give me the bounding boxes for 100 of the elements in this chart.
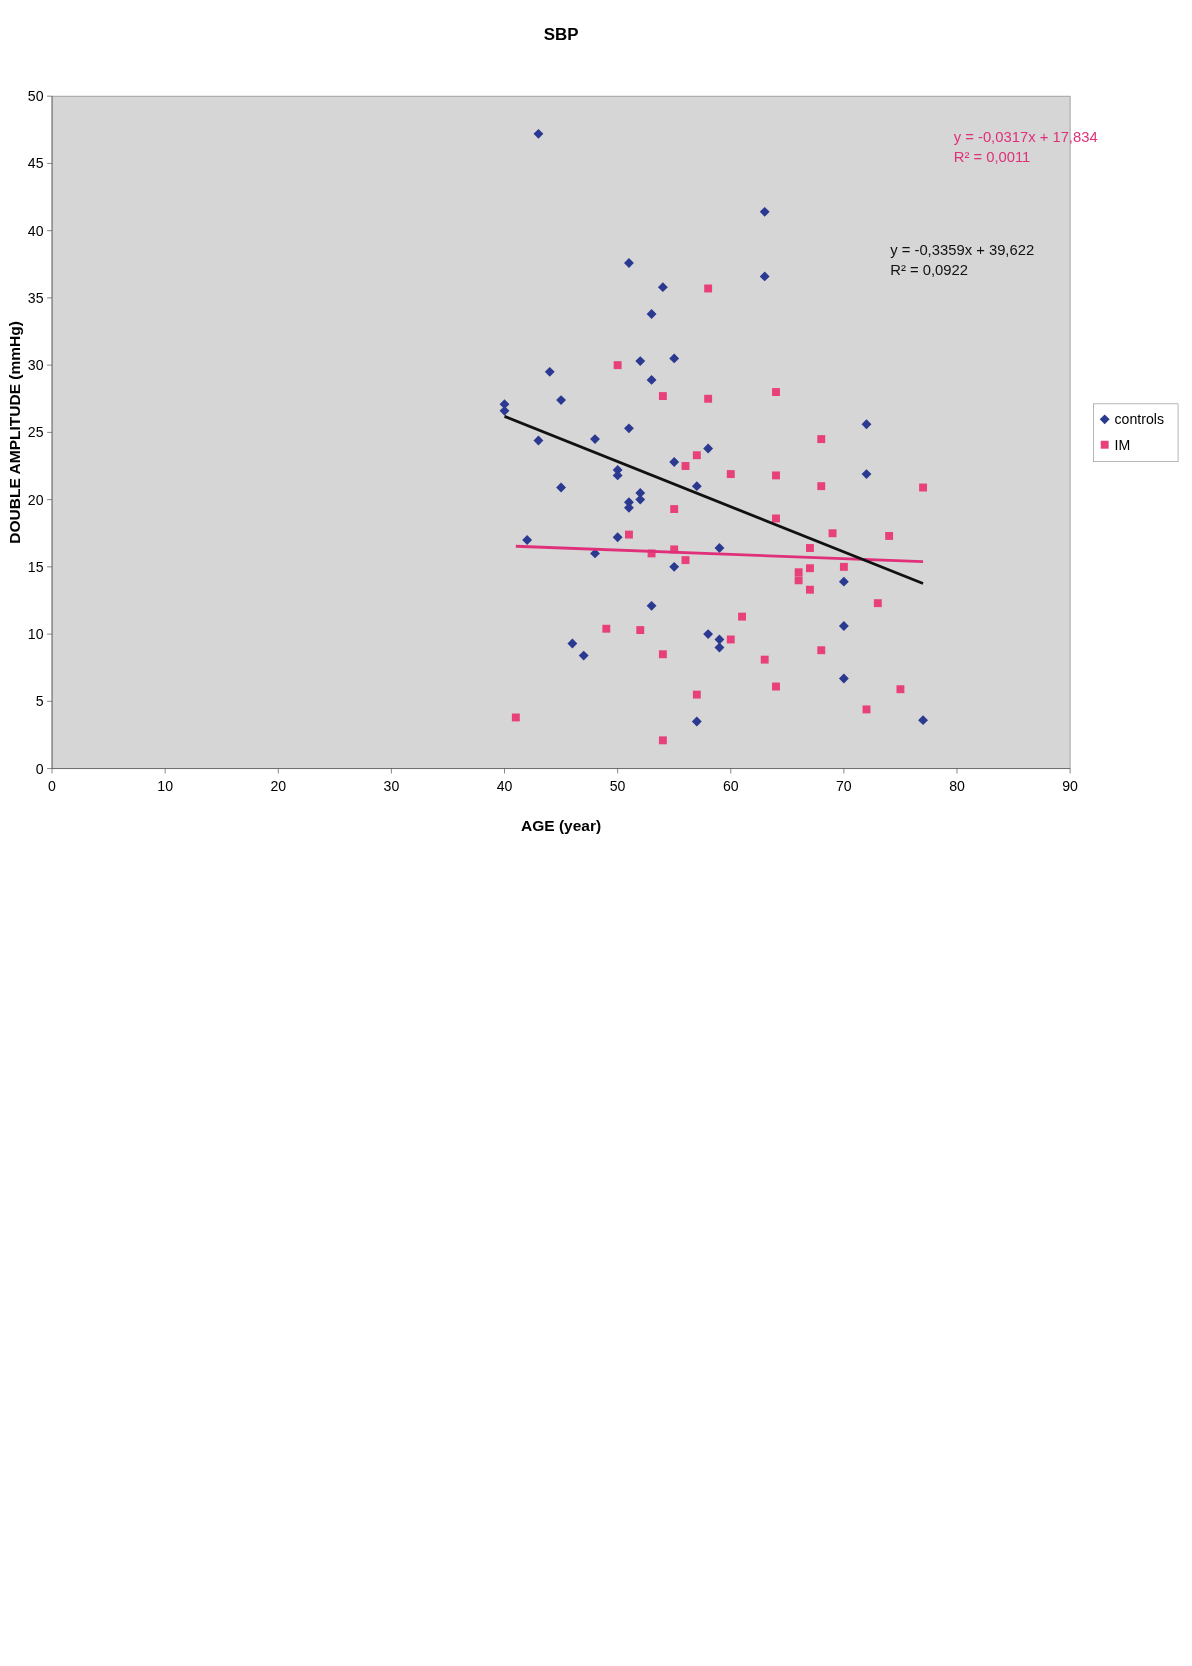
point [657, 282, 668, 293]
annotation: R² = 0,0922 [890, 261, 968, 278]
x-tick-label: 20 [270, 778, 287, 795]
y-tick-label: 20 [27, 491, 44, 508]
point [838, 576, 849, 587]
point [714, 642, 725, 653]
point [636, 626, 645, 635]
annotation: y = -0,0317x + 17,834 [953, 129, 1098, 146]
x-tick-label: 30 [383, 778, 400, 795]
point [726, 470, 735, 479]
point [919, 483, 928, 492]
x-tick-label: 40 [496, 778, 513, 795]
point [794, 568, 803, 577]
point [861, 419, 872, 430]
point [772, 388, 780, 396]
point [714, 634, 725, 645]
legend-label: IM [1114, 436, 1131, 453]
point [635, 356, 646, 367]
point [772, 471, 780, 480]
y-tick-label: 10 [27, 626, 44, 643]
point [703, 629, 714, 640]
point [646, 375, 657, 385]
point [873, 599, 882, 608]
point [624, 258, 634, 268]
point [646, 309, 657, 319]
point [612, 532, 623, 543]
point [590, 434, 600, 445]
y-tick-label: 30 [27, 357, 44, 374]
point [862, 705, 871, 714]
point [681, 462, 690, 470]
point [567, 638, 578, 649]
point [669, 457, 680, 467]
x-tick-label: 70 [836, 778, 852, 795]
y-axis-title: DOUBLE AMPLITUDE (mmHg) [6, 321, 24, 544]
point [670, 505, 679, 513]
point [624, 423, 634, 434]
x-tick-label: 50 [609, 778, 626, 795]
point [703, 443, 714, 454]
x-tick-label: 10 [157, 778, 174, 795]
annotation: R² = 0,0011 [953, 148, 1031, 165]
point [692, 690, 701, 699]
point [885, 531, 894, 540]
point [556, 482, 567, 493]
point [704, 394, 713, 403]
point [578, 650, 589, 661]
point [838, 673, 849, 684]
point [918, 715, 928, 726]
point [772, 514, 780, 523]
point [544, 366, 555, 377]
point [658, 392, 667, 401]
point [772, 682, 780, 691]
point [691, 716, 702, 727]
point [760, 655, 769, 664]
point [613, 361, 622, 370]
y-tick-label: 50 [27, 88, 44, 105]
x-axis-title: AGE (year) [520, 816, 602, 834]
point [635, 487, 646, 498]
point [726, 635, 735, 644]
y-tick-label: 40 [27, 222, 44, 239]
point [625, 530, 633, 539]
x-tick-label: 0 [48, 778, 57, 795]
x-tick-label: 80 [949, 778, 965, 795]
point [691, 481, 702, 492]
point [805, 585, 814, 594]
point [533, 128, 544, 139]
point [817, 482, 826, 491]
legend-label: controls [1114, 411, 1164, 428]
point [522, 535, 533, 545]
point [658, 736, 667, 745]
point [658, 650, 667, 659]
y-tick-label: 15 [27, 558, 44, 575]
x-tick-label: 60 [722, 778, 739, 795]
x-tick-label: 90 [1062, 778, 1079, 795]
point [704, 284, 713, 293]
point [759, 206, 770, 217]
chart-title: SBP [543, 24, 579, 44]
point [759, 271, 770, 282]
point [896, 685, 905, 694]
point [839, 562, 848, 571]
point [805, 564, 814, 573]
annotation: y = -0,3359x + 39,622 [890, 241, 1035, 258]
y-tick-label: 25 [27, 424, 44, 441]
y-tick-label: 5 [35, 693, 44, 710]
point [861, 469, 872, 480]
point [556, 395, 567, 406]
point [646, 600, 657, 611]
y-tick-label: 35 [27, 289, 44, 306]
point [714, 543, 725, 553]
y-tick-label: 45 [27, 155, 44, 172]
point [817, 435, 826, 444]
point [805, 544, 814, 552]
point [602, 624, 611, 633]
y-tick-label: 0 [35, 760, 44, 777]
point [794, 576, 803, 585]
point [828, 529, 837, 538]
point [511, 713, 520, 722]
point [669, 353, 680, 364]
point [817, 646, 826, 655]
point [533, 435, 544, 446]
point [669, 561, 680, 572]
